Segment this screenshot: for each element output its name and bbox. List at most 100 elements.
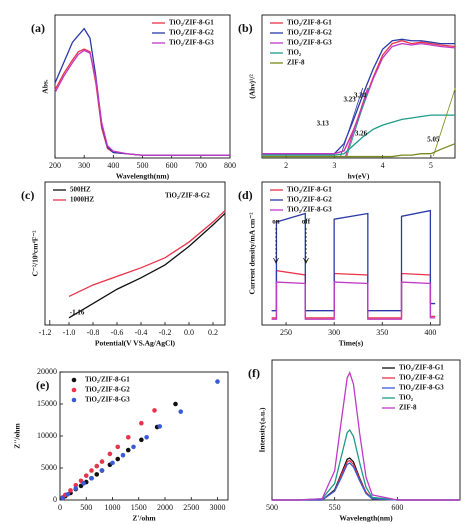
series-line (68, 210, 226, 297)
legend-marker (71, 387, 77, 393)
y-axis-label: Abs. (41, 79, 50, 94)
scatter-point (125, 434, 131, 440)
tangent-line (340, 87, 364, 157)
panel-label: (c) (21, 188, 34, 202)
scatter-point (110, 460, 115, 466)
scatter-point (139, 437, 144, 443)
scatter-point (152, 408, 157, 413)
x-tick-label: -1.0 (63, 328, 76, 337)
legend-label: TiO₂/ZIF-8-G3 (287, 206, 332, 214)
series-line (271, 281, 436, 320)
x-axis-label: Wavelength(nm) (116, 172, 170, 181)
panel-label: (b) (238, 21, 253, 35)
legend-label: TiO₂/ZIF-8-G1 (169, 19, 214, 27)
legend-marker (71, 397, 77, 403)
x-tick-label: -0.8 (87, 328, 100, 337)
x-tick-label: 350 (376, 328, 388, 337)
x-tick-label: 500 (80, 503, 92, 512)
x-tick-label: 300 (78, 161, 90, 170)
x-tick-label: 250 (280, 328, 292, 337)
series-line (271, 269, 436, 319)
scatter-point (89, 468, 94, 473)
x-tick-label: 500 (137, 161, 149, 170)
scatter-point (215, 379, 220, 384)
x-tick-label: 2000 (157, 503, 173, 512)
scatter-point (94, 472, 100, 477)
annotation: off (302, 218, 311, 226)
scatter-point (144, 434, 149, 440)
y-axis-label: Intensity(a.u.) (258, 407, 267, 453)
series-line (68, 212, 226, 319)
legend-label: TiO₂/ZIF-8-G3 (287, 39, 332, 47)
x-tick-label: 700 (195, 161, 207, 170)
y-tick-label: 10000 (37, 431, 57, 440)
legend-marker (71, 377, 77, 383)
panel-label: (e) (36, 378, 49, 392)
y-axis-label: (Ahν)¹/² (248, 73, 257, 98)
x-tick-label: 800 (224, 161, 236, 170)
y-tick-label: 5000 (41, 463, 57, 472)
x-tick-label: 500 (266, 503, 278, 512)
scatter-point (83, 473, 89, 478)
panel-label: (f) (248, 366, 260, 380)
x-tick-label: 0.2 (208, 328, 218, 337)
x-tick-label: 400 (424, 328, 436, 337)
scatter-point (125, 447, 131, 453)
x-tick-label: 300 (328, 328, 340, 337)
x-tick-label: 0 (58, 503, 62, 512)
legend-label: TiO₂/ZIF-8-G2 (287, 196, 332, 204)
scatter-point (173, 401, 178, 407)
legend-label: TiO₂/ZIF-8-G3 (399, 384, 444, 392)
x-axis-label: Potential(V VS.Ag/AgCl) (95, 339, 176, 348)
plot-frame (271, 359, 461, 501)
tangent-line (432, 87, 456, 157)
legend-label: TiO₂ (287, 49, 301, 57)
scatter-point (115, 444, 121, 450)
x-tick-label: 600 (166, 161, 178, 170)
x-tick-label: 200 (49, 161, 61, 170)
arrow-head (273, 257, 279, 264)
x-tick-label: 3000 (210, 503, 226, 512)
x-tick-label: 400 (107, 161, 119, 170)
band-gap-label: 3.24 (354, 92, 367, 100)
series-line (271, 209, 436, 312)
scatter-point (73, 486, 79, 491)
band-gap-label: 3.13 (317, 120, 330, 128)
y-tick-label: 20000 (37, 367, 57, 376)
band-gap-label: 5.05 (427, 136, 440, 144)
legend-label: TiO₂/ZIF-8-G2 (399, 374, 444, 382)
plot-frame (261, 181, 441, 326)
y-axis-label: Current density/mA cm⁻² (248, 212, 257, 295)
x-tick-label: 2 (284, 161, 288, 170)
scatter-point (73, 482, 79, 488)
flatband-label: -1.16 (70, 309, 85, 317)
tangent-line (346, 87, 370, 157)
legend-label: TiO₂/ZIF-8-G1 (399, 364, 444, 372)
x-axis-label: hv(eV) (348, 172, 370, 181)
scatter-point (65, 491, 71, 497)
legend-label: ZIF-8 (287, 59, 305, 67)
series-line (262, 114, 455, 156)
x-tick-label: 4 (381, 161, 385, 170)
y-tick-label: 15000 (37, 399, 57, 408)
x-tick-label: 1000 (105, 503, 121, 512)
series-line (54, 49, 230, 156)
x-tick-label: 5 (429, 161, 433, 170)
series-line (272, 371, 460, 501)
plot-frame (44, 181, 226, 326)
scatter-point (81, 481, 86, 486)
scatter-point (60, 495, 65, 501)
x-axis-label: Wavelength(nm) (339, 514, 393, 523)
x-tick-label: -0.4 (135, 328, 148, 337)
scatter-point (178, 409, 184, 414)
sample-label: TiO₂/ZIF-8-G2 (165, 192, 210, 200)
scatter-point (89, 475, 94, 481)
scatter-point (107, 451, 113, 457)
scatter-point (115, 456, 121, 462)
y-tick-label: 0 (53, 495, 57, 504)
band-gap-label: 3.23 (343, 96, 356, 104)
x-tick-label: -0.2 (159, 328, 172, 337)
x-tick-label: -0.6 (111, 328, 124, 337)
tangent-line (345, 87, 369, 157)
